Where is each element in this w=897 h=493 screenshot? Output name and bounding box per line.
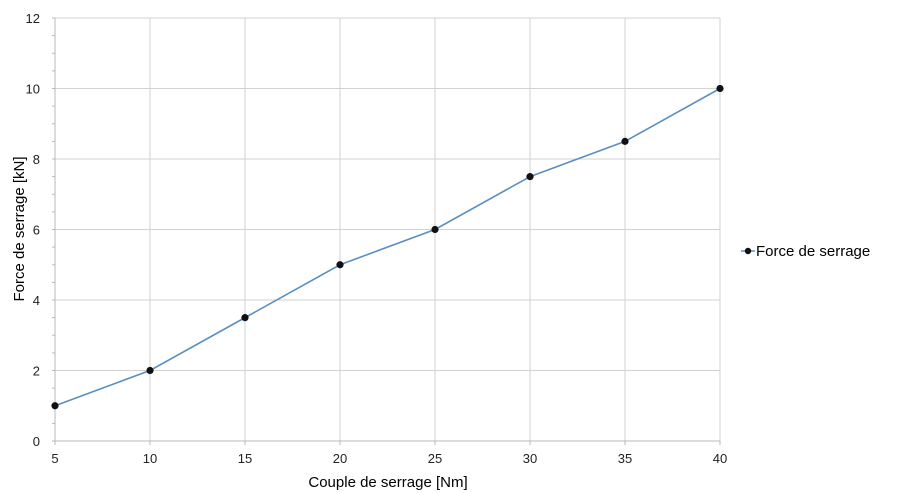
- y-tick-label: 4: [33, 293, 40, 308]
- x-tick-labels: 5 10 15 20 25 30 35 40: [51, 451, 727, 466]
- x-tick-label: 15: [238, 451, 252, 466]
- data-point: [526, 173, 534, 181]
- chart-grid: [55, 17, 721, 441]
- x-tick-label: 5: [51, 451, 58, 466]
- data-point: [241, 314, 249, 322]
- y-tick-label: 8: [33, 152, 40, 167]
- y-tick-label: 6: [33, 223, 40, 238]
- x-tick-label: 40: [713, 451, 727, 466]
- y-tick-labels: 0 2 4 6 8 10 12: [26, 11, 40, 449]
- x-tick-label: 35: [618, 451, 632, 466]
- data-point: [51, 402, 59, 410]
- y-tick-label: 0: [33, 434, 40, 449]
- legend-label: Force de serrage: [756, 243, 870, 260]
- data-point: [431, 225, 439, 234]
- data-point: [621, 137, 629, 145]
- data-point: [336, 261, 344, 269]
- chart-axes: [52, 17, 721, 445]
- y-axis-title: Force de serrage [kN]: [11, 156, 28, 301]
- legend-marker: [744, 247, 752, 255]
- x-axis-title: Couple de serrage [Nm]: [308, 474, 467, 491]
- data-point: [716, 84, 724, 93]
- y-tick-label: 12: [26, 11, 40, 26]
- x-tick-label: 10: [143, 451, 157, 466]
- x-tick-label: 20: [333, 451, 347, 466]
- x-tick-label: 30: [523, 451, 537, 466]
- chart-legend: Force de serrage: [741, 243, 870, 260]
- y-tick-label: 2: [33, 364, 40, 379]
- chart-series: [51, 84, 724, 410]
- x-tick-label: 25: [428, 451, 442, 466]
- y-tick-label: 10: [26, 82, 40, 97]
- series-line: [54, 87, 721, 407]
- data-point: [146, 366, 154, 375]
